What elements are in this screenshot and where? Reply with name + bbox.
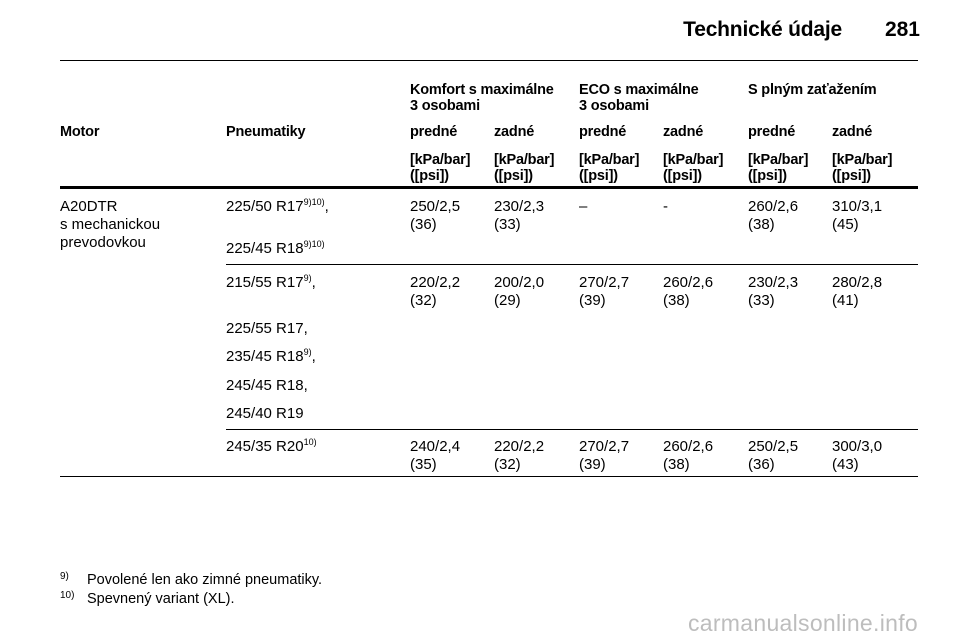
pressure-value: - (663, 198, 668, 215)
tire-size: 245/45 R18, (226, 377, 308, 394)
pressure-value: 310/3,1 (45) (832, 198, 883, 233)
tire-size: 235/45 R189), (226, 347, 316, 366)
tire-size: 245/35 R2010) (226, 437, 317, 456)
pressure-value: 300/3,0 (43) (832, 438, 883, 473)
tire-size: 245/40 R19 (226, 405, 304, 422)
group-header-eco: ECO s maximálne 3 osobami (579, 82, 699, 114)
axle-header-rear: zadné (663, 124, 704, 140)
page-number: 281 (884, 18, 920, 41)
axle-header-rear: zadné (494, 124, 535, 140)
footnote-ref: 9) (303, 347, 312, 357)
group-header-komfort: Komfort s maximálne 3 osobami (410, 82, 554, 114)
unit-header: [kPa/bar] ([psi]) (410, 152, 471, 184)
pressure-value: 260/2,6 (38) (663, 438, 714, 473)
pressure-value: 220/2,2 (32) (494, 438, 545, 473)
pressure-value: 240/2,4 (35) (410, 438, 461, 473)
footnote-number: 10) (60, 590, 75, 601)
watermark: carmanualsonline.info (687, 610, 918, 636)
motor-name: A20DTR s mechanickou prevodovkou (60, 198, 161, 251)
pressure-value: 270/2,7 (39) (579, 274, 630, 309)
unit-header: [kPa/bar] ([psi]) (832, 152, 893, 184)
pressure-value: 280/2,8 (41) (832, 274, 883, 309)
footnote-ref: 9)10) (303, 197, 325, 207)
unit-header: [kPa/bar] ([psi]) (748, 152, 809, 184)
footnote-ref: 10) (303, 437, 317, 447)
pressure-value: 200/2,0 (29) (494, 274, 545, 309)
tire-size: 225/45 R189)10) (226, 239, 325, 258)
footnote-number: 9) (60, 571, 69, 582)
unit-header: [kPa/bar] ([psi]) (579, 152, 640, 184)
pressure-value: 260/2,6 (38) (748, 198, 799, 233)
axle-header-front: predné (748, 124, 796, 140)
row-divider (226, 429, 918, 430)
tire-size: 225/50 R179)10), (226, 197, 329, 216)
pressure-value: – (579, 198, 588, 215)
column-header-tires: Pneumatiky (226, 124, 306, 140)
axle-header-front: predné (410, 124, 458, 140)
column-header-motor: Motor (60, 124, 100, 140)
group-header-full-load: S plným zaťažením (748, 82, 877, 98)
header-rule (60, 60, 918, 61)
pressure-value: 230/2,3 (33) (494, 198, 545, 233)
pressure-value: 220/2,2 (32) (410, 274, 461, 309)
pressure-value: 230/2,3 (33) (748, 274, 799, 309)
unit-header: [kPa/bar] ([psi]) (494, 152, 555, 184)
tire-size: 215/55 R179), (226, 273, 316, 292)
table-header-rule (60, 186, 918, 189)
footnote-ref: 9)10) (303, 239, 325, 249)
pressure-value: 270/2,7 (39) (579, 438, 630, 473)
footnote-ref: 9) (303, 273, 312, 283)
axle-header-rear: zadné (832, 124, 873, 140)
row-divider (226, 264, 918, 265)
tire-size: 225/55 R17, (226, 320, 308, 337)
footnote-text: Spevnený variant (XL). (87, 591, 235, 607)
pressure-value: 250/2,5 (36) (748, 438, 799, 473)
unit-header: [kPa/bar] ([psi]) (663, 152, 724, 184)
table-bottom-rule (60, 476, 918, 477)
pressure-value: 250/2,5 (36) (410, 198, 461, 233)
section-title: Technické údaje (683, 18, 842, 41)
axle-header-front: predné (579, 124, 627, 140)
footnote-text: Povolené len ako zimné pneumatiky. (87, 572, 323, 588)
pressure-value: 260/2,6 (38) (663, 274, 714, 309)
